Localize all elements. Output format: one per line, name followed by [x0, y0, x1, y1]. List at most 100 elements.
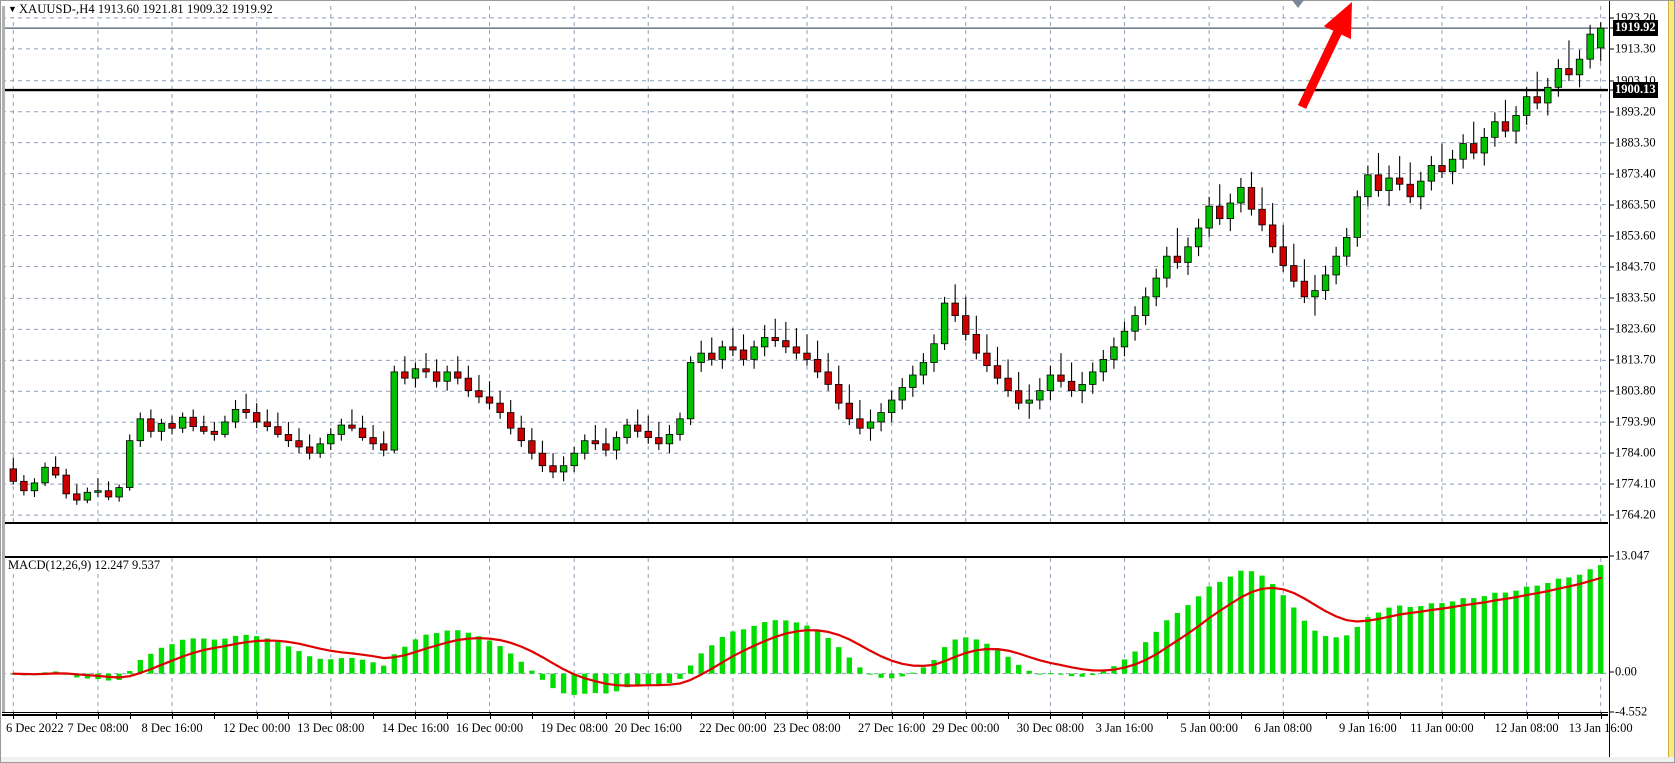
- axis-tick-mark: [1610, 421, 1614, 423]
- price-axis-tick-label: 1784.00: [1615, 445, 1656, 460]
- time-axis-tick-mark: [891, 713, 893, 719]
- time-axis-tick-label: 11 Jan 00:00: [1410, 721, 1474, 735]
- time-axis-tick-mark: [1367, 713, 1369, 719]
- time-axis-tick-mark: [648, 713, 650, 719]
- time-axis-tick-label: 6 Jan 08:00: [1254, 721, 1313, 735]
- time-axis-tick-label: 3 Jan 16:00: [1095, 721, 1154, 735]
- time-axis-tick-label: 19 Dec 08:00: [540, 721, 608, 735]
- time-axis-tick-mark: [690, 713, 692, 719]
- price-candlestick-svg: [2, 6, 1608, 522]
- time-axis-tick-mark: [1008, 713, 1010, 719]
- time-axis-tick-mark: [55, 713, 57, 719]
- price-level-badge: 1900.13: [1613, 82, 1658, 99]
- axis-tick-mark: [1610, 111, 1614, 113]
- axis-tick-mark: [1610, 483, 1614, 485]
- time-axis-tick-mark: [1441, 713, 1443, 719]
- time-axis-tick-mark: [129, 713, 131, 719]
- current-price-badge: 1919.92: [1613, 20, 1658, 37]
- axis-tick-mark: [1610, 27, 1614, 29]
- axis-tick-mark: [1610, 452, 1614, 454]
- price-axis-tick-label: 1793.90: [1615, 414, 1656, 429]
- time-axis-tick-label: 13 Jan 16:00: [1568, 721, 1633, 735]
- time-axis-tick-label: 12 Jan 08:00: [1494, 721, 1559, 735]
- time-axis-tick-mark: [1600, 713, 1602, 719]
- time-axis-tick-label: 12 Dec 00:00: [223, 721, 291, 735]
- axis-tick-mark: [1610, 555, 1614, 557]
- time-axis-tick-mark: [489, 713, 491, 719]
- time-axis-tick-mark: [965, 713, 967, 719]
- time-axis-tick-mark: [1124, 713, 1126, 719]
- time-axis-tick-mark: [849, 713, 851, 719]
- macd-indicator-svg: [2, 558, 1608, 714]
- time-axis-tick-mark: [1526, 713, 1528, 719]
- time-axis-tick-mark: [415, 713, 417, 719]
- price-axis-tick-label: 1893.20: [1615, 104, 1656, 119]
- time-axis-tick-mark: [13, 713, 15, 719]
- time-axis-tick-mark: [1484, 713, 1486, 719]
- macd-indicator-panel[interactable]: [2, 556, 1608, 716]
- price-axis-tick-label: 1863.50: [1615, 197, 1656, 212]
- price-axis-tick-label: 1843.70: [1615, 259, 1656, 273]
- time-axis-tick-mark: [256, 713, 258, 719]
- price-axis-tick-label: 1873.40: [1615, 166, 1656, 181]
- chevron-down-icon[interactable]: ▼: [8, 4, 18, 14]
- macd-axis-tick-label: 13.047: [1615, 548, 1650, 563]
- axis-tick-mark: [1610, 80, 1614, 82]
- time-axis-tick-mark: [605, 713, 607, 719]
- time-axis-tick-mark: [1283, 713, 1285, 719]
- price-axis-tick-label: 1774.10: [1615, 476, 1656, 491]
- chart-symbol-label[interactable]: ▼ XAUUSD-,H4 1913.60 1921.81 1909.32 1919…: [6, 2, 275, 17]
- time-axis-tick-mark: [214, 713, 216, 719]
- time-axis-tick-mark: [1558, 713, 1560, 719]
- time-axis-tick-label: 20 Dec 16:00: [614, 721, 682, 735]
- price-axis-tick-label: 1813.70: [1615, 352, 1656, 367]
- time-axis-tick-label: 27 Dec 16:00: [857, 721, 926, 735]
- axis-tick-mark: [1610, 514, 1614, 516]
- price-axis-tick-label: 1823.60: [1615, 321, 1656, 336]
- axis-tick-mark: [1610, 89, 1614, 91]
- time-axis-tick-label: 30 Dec 08:00: [1016, 721, 1085, 735]
- time-axis-tick-label: 9 Jan 16:00: [1339, 721, 1397, 735]
- time-axis-tick-label: 13 Dec 08:00: [297, 721, 365, 735]
- axis-tick-mark: [1610, 359, 1614, 361]
- price-axis-tick-label: 1764.20: [1615, 507, 1656, 522]
- time-axis-tick-label: 23 Dec 08:00: [773, 721, 841, 735]
- axis-tick-mark: [1610, 235, 1614, 237]
- axis-tick-mark: [1610, 671, 1614, 673]
- time-axis-tick-label: 6 Dec 2022: [6, 721, 64, 735]
- time-scale-axis[interactable]: 6 Dec 2022 7 Dec 08:00 8 Dec 16:00 12 Dec 0…: [2, 712, 1633, 757]
- time-axis-tick-label: 16 Dec 00:00: [455, 721, 524, 735]
- time-axis-tick-mark: [1050, 713, 1052, 719]
- time-axis-tick-mark: [1399, 713, 1401, 719]
- time-axis-tick-mark: [1166, 713, 1168, 719]
- time-axis-tick-mark: [574, 713, 576, 719]
- time-axis-tick-mark: [764, 713, 766, 719]
- macd-axis-tick-label: -4.552: [1615, 704, 1648, 719]
- time-axis-tick-mark: [531, 713, 533, 719]
- time-axis-tick-mark: [1325, 713, 1327, 719]
- right-scroll-rail[interactable]: [1668, 0, 1675, 763]
- macd-indicator-label[interactable]: MACD(12,26,9) 12.247 9.537: [6, 558, 163, 573]
- time-axis-tick-label: 8 Dec 16:00: [141, 721, 203, 735]
- axis-tick-mark: [1610, 142, 1614, 144]
- time-axis-tick-mark: [97, 713, 99, 719]
- time-axis-tick-label: 14 Dec 16:00: [381, 721, 450, 735]
- price-axis-tick-label: 1853.60: [1615, 228, 1656, 243]
- price-axis-tick-label: 1913.30: [1615, 41, 1656, 56]
- axis-tick-mark: [1610, 48, 1614, 50]
- time-axis-tick-label: 5 Jan 00:00: [1180, 721, 1238, 735]
- price-axis-tick-label: 1833.50: [1615, 290, 1656, 305]
- axis-tick-mark: [1610, 204, 1614, 206]
- axis-tick-mark: [1610, 17, 1614, 19]
- price-axis-tick-label: 1883.30: [1615, 135, 1656, 150]
- time-axis-tick-mark: [373, 713, 375, 719]
- time-axis-tick-label: 22 Dec 00:00: [699, 721, 767, 735]
- time-axis-tick-mark: [288, 713, 290, 719]
- axis-tick-mark: [1610, 711, 1614, 713]
- price-chart-panel[interactable]: [2, 6, 1608, 524]
- macd-axis-tick-label: 0.00: [1615, 664, 1637, 679]
- axis-tick-mark: [1610, 390, 1614, 392]
- time-axis-tick-mark: [330, 713, 332, 719]
- price-scale-axis[interactable]: 1923.20 1913.30 1903.10 1893.20 1883.30 1873.…: [1609, 0, 1668, 763]
